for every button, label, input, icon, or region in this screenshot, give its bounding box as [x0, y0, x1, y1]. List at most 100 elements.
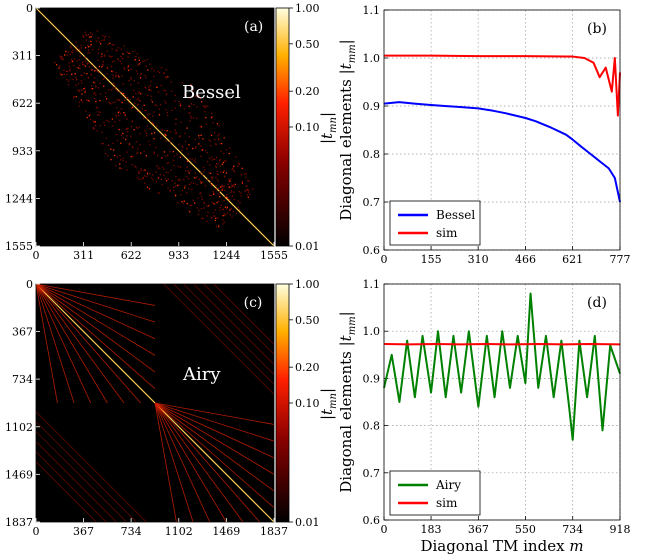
speckle — [226, 194, 228, 196]
speckle — [87, 62, 89, 64]
speckle — [200, 145, 202, 147]
speckle — [189, 204, 191, 207]
speckle — [121, 167, 123, 170]
speckle — [75, 79, 78, 81]
speckle — [200, 172, 202, 174]
speckle — [136, 73, 139, 75]
speckle — [83, 88, 85, 90]
colorbar-tick-label: 0.50 — [295, 314, 320, 327]
speckle — [203, 202, 206, 204]
speckle — [158, 108, 161, 110]
x-tick-label: 1102 — [165, 525, 193, 538]
speckle — [165, 77, 167, 79]
speckle — [91, 88, 94, 90]
speckle — [130, 107, 133, 109]
speckle — [205, 105, 207, 107]
speckle — [157, 70, 159, 72]
speckle — [94, 124, 97, 127]
speckle — [129, 98, 131, 101]
speckle — [161, 183, 163, 186]
speckle — [169, 131, 171, 133]
x-tick-label: 734 — [121, 525, 142, 538]
speckle — [239, 201, 241, 204]
speckle — [76, 60, 78, 62]
speckle — [84, 89, 87, 92]
speckle — [200, 192, 202, 194]
speckle — [222, 185, 224, 188]
fan-line — [35, 283, 156, 323]
speckle — [155, 180, 158, 183]
speckle — [209, 140, 212, 142]
legend-entry: sim — [436, 496, 458, 510]
speckle — [174, 195, 177, 197]
speckle — [138, 178, 140, 180]
speckle — [141, 108, 144, 110]
speckle — [195, 117, 198, 120]
speckle — [153, 111, 155, 113]
speckle — [149, 84, 152, 87]
speckle — [83, 72, 85, 74]
fan-line — [154, 402, 227, 523]
speckle — [80, 99, 83, 101]
speckle — [111, 55, 113, 57]
speckle — [137, 103, 139, 105]
speckle — [210, 176, 212, 178]
speckle — [124, 95, 127, 97]
speckle — [75, 48, 77, 51]
speckle — [68, 65, 70, 68]
speckle — [200, 182, 202, 184]
speckle — [78, 89, 80, 91]
x-tick-label: 367 — [73, 525, 94, 538]
speckle — [80, 44, 82, 46]
speckle — [174, 194, 177, 196]
speckle — [202, 171, 205, 173]
speckle — [213, 192, 215, 194]
speckle — [156, 165, 158, 167]
speckle — [210, 194, 212, 197]
speckle — [184, 185, 186, 187]
speckle — [184, 92, 187, 94]
speckle — [99, 111, 102, 113]
speckle — [62, 73, 64, 76]
speckle — [213, 215, 216, 217]
speckle — [137, 82, 140, 84]
speckle — [232, 167, 234, 169]
speckle — [224, 176, 226, 178]
speckle — [133, 89, 135, 92]
speckle — [209, 194, 211, 197]
speckle — [122, 159, 124, 162]
speckle — [115, 49, 117, 51]
speckle — [125, 138, 127, 141]
speckle — [175, 132, 177, 135]
speckle — [189, 112, 191, 114]
speckle — [152, 123, 155, 125]
speckle — [124, 114, 126, 116]
speckle — [223, 185, 225, 187]
speckle — [170, 81, 172, 83]
y-tick-label: 1102 — [5, 421, 33, 434]
speckle — [174, 100, 176, 102]
speckle — [149, 63, 151, 65]
speckle — [230, 178, 232, 180]
speckle — [214, 143, 217, 145]
speckle — [80, 79, 83, 82]
fan-line — [35, 283, 58, 404]
speckle — [119, 159, 122, 161]
speckle — [110, 65, 113, 68]
speckle — [67, 51, 69, 53]
speckle — [214, 203, 216, 205]
speckle — [149, 113, 151, 115]
speckle — [164, 178, 167, 180]
speckle — [115, 74, 117, 77]
speckle — [198, 178, 200, 181]
panel-label: (d) — [587, 295, 607, 311]
speckle — [214, 209, 216, 211]
speckle — [206, 220, 208, 223]
speckle — [211, 159, 213, 161]
speckle — [215, 163, 218, 165]
speckle — [186, 148, 188, 150]
speckle — [135, 126, 137, 128]
speckle — [137, 97, 139, 99]
speckle — [223, 221, 225, 223]
speckle — [143, 104, 145, 106]
